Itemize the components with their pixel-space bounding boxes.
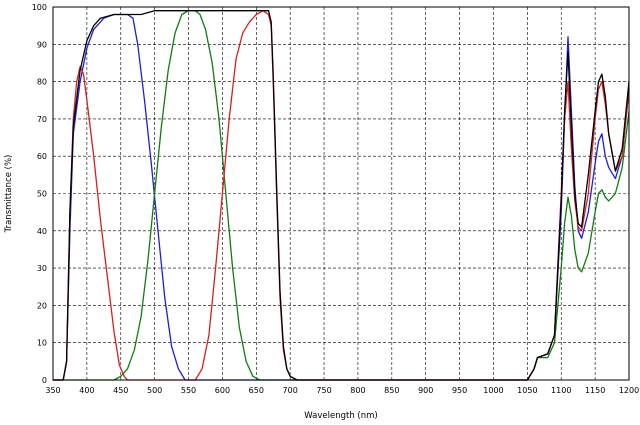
grid-lines — [53, 7, 629, 380]
y-tick-label: 30 — [37, 264, 47, 273]
y-tick-label: 80 — [37, 78, 47, 87]
x-axis-title: Wavelength (nm) — [304, 411, 377, 421]
data-series — [53, 10, 630, 381]
plot-frame — [52, 6, 630, 381]
y-tick-label: 40 — [37, 227, 47, 236]
x-tick-label: 1050 — [517, 386, 537, 395]
y-tick-label: 20 — [37, 301, 47, 310]
x-tick-label: 550 — [181, 386, 196, 395]
x-tick-label: 500 — [147, 386, 162, 395]
x-tick-label: 850 — [384, 386, 399, 395]
series-line-2 — [53, 10, 630, 381]
y-tick-label: 50 — [37, 190, 47, 199]
x-tick-label: 750 — [316, 386, 331, 395]
y-tick-label: 100 — [32, 3, 47, 12]
x-tick-label: 600 — [215, 386, 230, 395]
x-tick-labels: 350 400 450 500 550 600 650 700 750 800 850 900 950 1… — [45, 386, 639, 395]
x-tick-label: 800 — [350, 386, 365, 395]
y-tick-label: 0 — [42, 376, 47, 385]
y-axis-title: Transmittance (%) — [4, 155, 14, 234]
x-tick-label: 650 — [249, 386, 264, 395]
x-tick-label: 1200 — [619, 386, 639, 395]
y-tick-label: 70 — [37, 115, 47, 124]
x-tick-label: 1150 — [585, 386, 605, 395]
series-line-4 — [53, 10, 630, 381]
y-tick-label: 10 — [37, 339, 47, 348]
x-tick-label: 450 — [113, 386, 128, 395]
x-tick-label: 350 — [45, 386, 60, 395]
y-tick-label: 90 — [37, 40, 47, 49]
x-tick-label: 700 — [283, 386, 298, 395]
x-tick-label: 1000 — [483, 386, 503, 395]
x-tick-label: 950 — [452, 386, 467, 395]
y-tick-label: 60 — [37, 152, 47, 161]
x-tick-label: 1100 — [551, 386, 571, 395]
x-tick-label: 900 — [418, 386, 433, 395]
x-tick-label: 400 — [79, 386, 94, 395]
y-tick-labels: 0 10 20 30 40 50 60 70 80 90 100 — [32, 3, 47, 385]
